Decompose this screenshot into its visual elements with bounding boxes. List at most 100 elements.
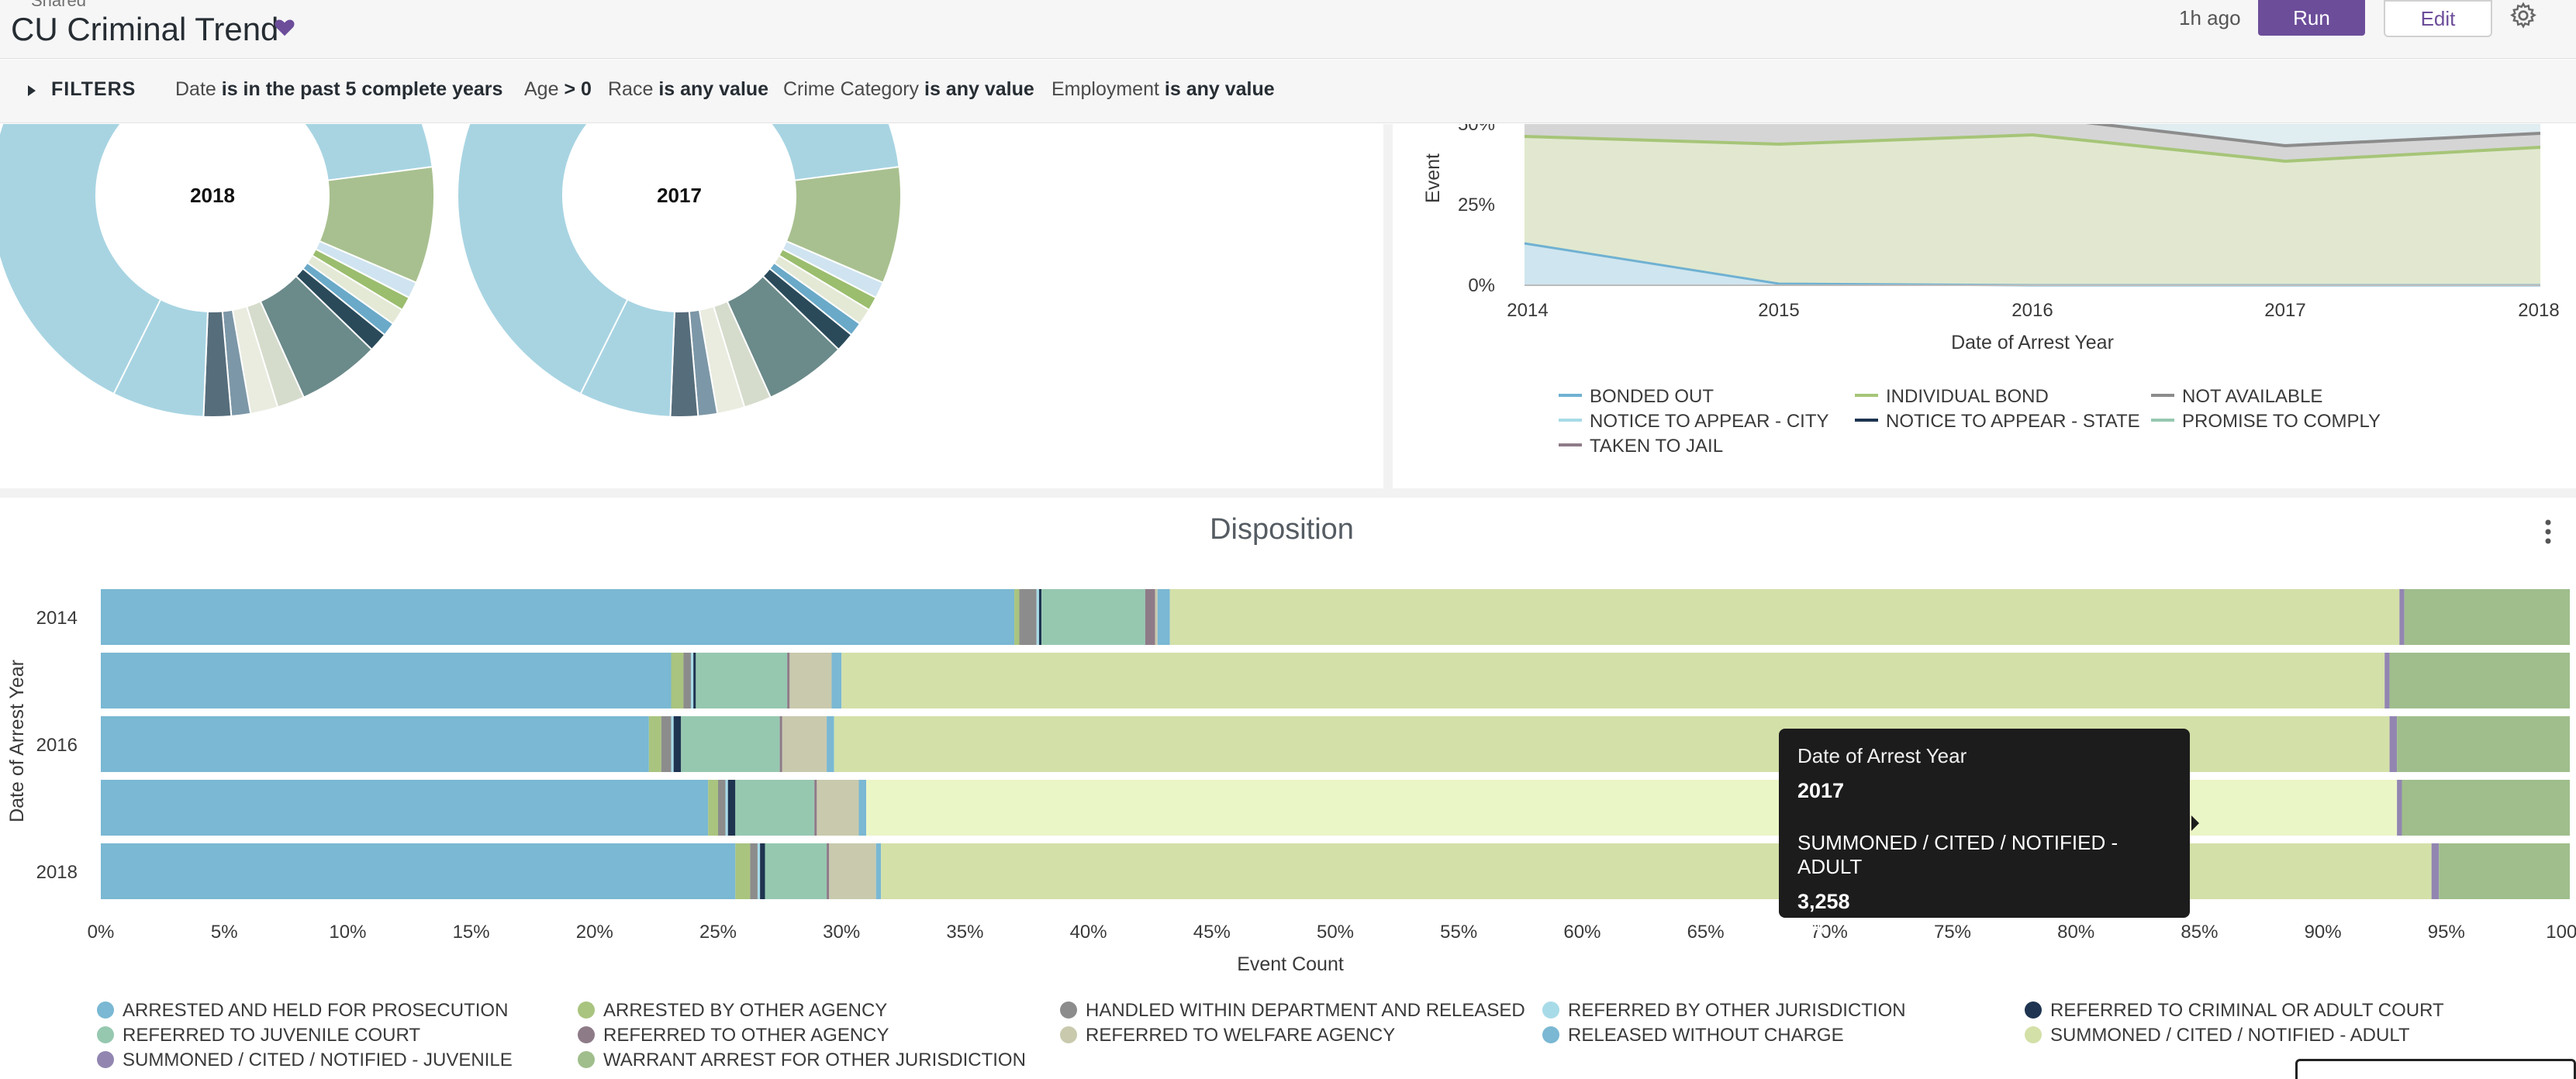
- minimap-thumbnail[interactable]: [2295, 1059, 2576, 1079]
- bar-segment[interactable]: [2404, 589, 2570, 645]
- bar-segment[interactable]: [875, 843, 882, 899]
- bar-segment[interactable]: [827, 716, 834, 772]
- legend-label[interactable]: ARRESTED BY OTHER AGENCY: [603, 1000, 887, 1021]
- bar-segment[interactable]: [718, 780, 726, 836]
- bar-segment[interactable]: [757, 843, 761, 899]
- bar-segment[interactable]: [787, 653, 790, 708]
- bar-segment[interactable]: [725, 780, 728, 836]
- bar-segment[interactable]: [817, 780, 859, 836]
- legend-label[interactable]: TAKEN TO JAIL: [1590, 436, 1723, 457]
- bar-segment[interactable]: [690, 653, 694, 708]
- bar-segment[interactable]: [2431, 843, 2440, 899]
- donut-slice[interactable]: [112, 298, 209, 418]
- run-button[interactable]: Run: [2258, 0, 2365, 36]
- bar-segment[interactable]: [2397, 716, 2570, 772]
- bar-segment[interactable]: [750, 843, 758, 899]
- bar-segment[interactable]: [1155, 589, 1158, 645]
- legend-label[interactable]: ARRESTED AND HELD FOR PROSECUTION: [123, 1000, 508, 1021]
- bar-segment[interactable]: [681, 716, 780, 772]
- bar-segment[interactable]: [661, 716, 672, 772]
- legend-label[interactable]: NOTICE TO APPEAR - STATE: [1886, 411, 2140, 432]
- bar-segment[interactable]: [1014, 589, 1020, 645]
- area-bonded-out[interactable]: [1525, 243, 2540, 285]
- bar-segment[interactable]: [101, 780, 709, 836]
- bar-segment[interactable]: [881, 843, 2432, 899]
- bar-segment[interactable]: [760, 843, 765, 899]
- bar-segment[interactable]: [735, 843, 751, 899]
- bar-segment[interactable]: [735, 780, 815, 836]
- bar-segment[interactable]: [829, 843, 876, 899]
- donut-slice[interactable]: [579, 298, 675, 418]
- bar-segment[interactable]: [2384, 653, 2390, 708]
- donut-slice[interactable]: [0, 124, 433, 398]
- legend-label[interactable]: REFERRED TO OTHER AGENCY: [603, 1025, 889, 1046]
- bar-segment[interactable]: [671, 653, 684, 708]
- bar-segment[interactable]: [2389, 716, 2398, 772]
- legend-label[interactable]: REFERRED TO WELFARE AGENCY: [1086, 1025, 1395, 1046]
- bar-segment[interactable]: [708, 780, 718, 836]
- bar-segment[interactable]: [671, 716, 674, 772]
- bar-segment[interactable]: [814, 780, 817, 836]
- bar-segment[interactable]: [765, 843, 827, 899]
- legend-label[interactable]: NOTICE TO APPEAR - CITY: [1590, 411, 1829, 432]
- legend-label[interactable]: BONDED OUT: [1590, 386, 1714, 407]
- bar-segment[interactable]: [782, 716, 827, 772]
- bar-segment[interactable]: [101, 843, 736, 899]
- bar-segment[interactable]: [648, 716, 661, 772]
- favorite-heart-icon[interactable]: [273, 16, 296, 39]
- donut-chart-2018[interactable]: [0, 124, 435, 418]
- bar-segment[interactable]: [1157, 589, 1170, 645]
- legend-label[interactable]: RELEASED WITHOUT CHARGE: [1568, 1025, 1844, 1046]
- donut-slice[interactable]: [457, 124, 900, 398]
- legend-label[interactable]: SUMMONED / CITED / NOTIFIED - JUVENILE: [123, 1050, 513, 1070]
- bar-segment[interactable]: [101, 653, 672, 708]
- filter-crime-category[interactable]: Crime Category is any value: [783, 78, 1034, 100]
- filter-employment[interactable]: Employment is any value: [1051, 78, 1275, 100]
- legend-label[interactable]: REFERRED TO CRIMINAL OR ADULT COURT: [2050, 1000, 2444, 1021]
- legend-label[interactable]: INDIVIDUAL BOND: [1886, 386, 2049, 407]
- bar-segment[interactable]: [683, 653, 691, 708]
- legend-label[interactable]: WARRANT ARREST FOR OTHER JURISDICTION: [603, 1050, 1026, 1070]
- bar-segment[interactable]: [1169, 589, 2400, 645]
- bar-segment[interactable]: [696, 653, 788, 708]
- bar-segment[interactable]: [1041, 589, 1145, 645]
- filter-date[interactable]: Date is in the past 5 complete years: [175, 78, 503, 100]
- legend-label[interactable]: SUMMONED / CITED / NOTIFIED - ADULT: [2050, 1025, 2410, 1046]
- filters-expand-icon[interactable]: [28, 85, 36, 96]
- bar-segment[interactable]: [789, 653, 832, 708]
- bar-segment[interactable]: [101, 716, 649, 772]
- edit-button[interactable]: Edit: [2384, 0, 2492, 37]
- filter-age[interactable]: Age > 0: [524, 78, 592, 100]
- legend-label[interactable]: NOT AVAILABLE: [2182, 386, 2322, 407]
- bar-segment[interactable]: [727, 780, 736, 836]
- bar-segment[interactable]: [858, 780, 867, 836]
- bar-segment[interactable]: [1036, 589, 1039, 645]
- legend-label[interactable]: HANDLED WITHIN DEPARTMENT AND RELEASED: [1086, 1000, 1525, 1021]
- filters-toggle[interactable]: FILTERS: [51, 78, 136, 100]
- legend-label[interactable]: REFERRED BY OTHER JURISDICTION: [1568, 1000, 1906, 1021]
- bar-segment[interactable]: [101, 589, 1015, 645]
- bar-segment[interactable]: [1145, 589, 1155, 645]
- legend-label[interactable]: REFERRED TO JUVENILE COURT: [123, 1025, 420, 1046]
- area-individual-bond[interactable]: [1525, 135, 2540, 285]
- bar-segment[interactable]: [831, 653, 842, 708]
- donut-chart-2017[interactable]: [457, 124, 902, 418]
- legend-label[interactable]: PROMISE TO COMPLY: [2182, 411, 2381, 432]
- bar-segment[interactable]: [2389, 653, 2570, 708]
- bar-segment[interactable]: [841, 653, 2385, 708]
- bar-segment[interactable]: [693, 653, 696, 708]
- bar-segment[interactable]: [2399, 589, 2405, 645]
- filter-race[interactable]: Race is any value: [608, 78, 769, 100]
- bar-segment[interactable]: [2397, 780, 2402, 836]
- bar-segment[interactable]: [2439, 843, 2570, 899]
- bar-segment[interactable]: [2402, 780, 2570, 836]
- gear-icon[interactable]: [2509, 2, 2537, 29]
- bar-segment[interactable]: [1019, 589, 1037, 645]
- breadcrumb-shared[interactable]: Shared: [31, 0, 86, 10]
- tile-menu-icon[interactable]: [2540, 516, 2556, 547]
- bar-segment[interactable]: [673, 716, 682, 772]
- line-not-available[interactable]: [1525, 124, 2541, 148]
- bar-segment[interactable]: [1038, 589, 1042, 645]
- bar-segment[interactable]: [827, 843, 830, 899]
- line-individual-bond[interactable]: [1524, 133, 2541, 164]
